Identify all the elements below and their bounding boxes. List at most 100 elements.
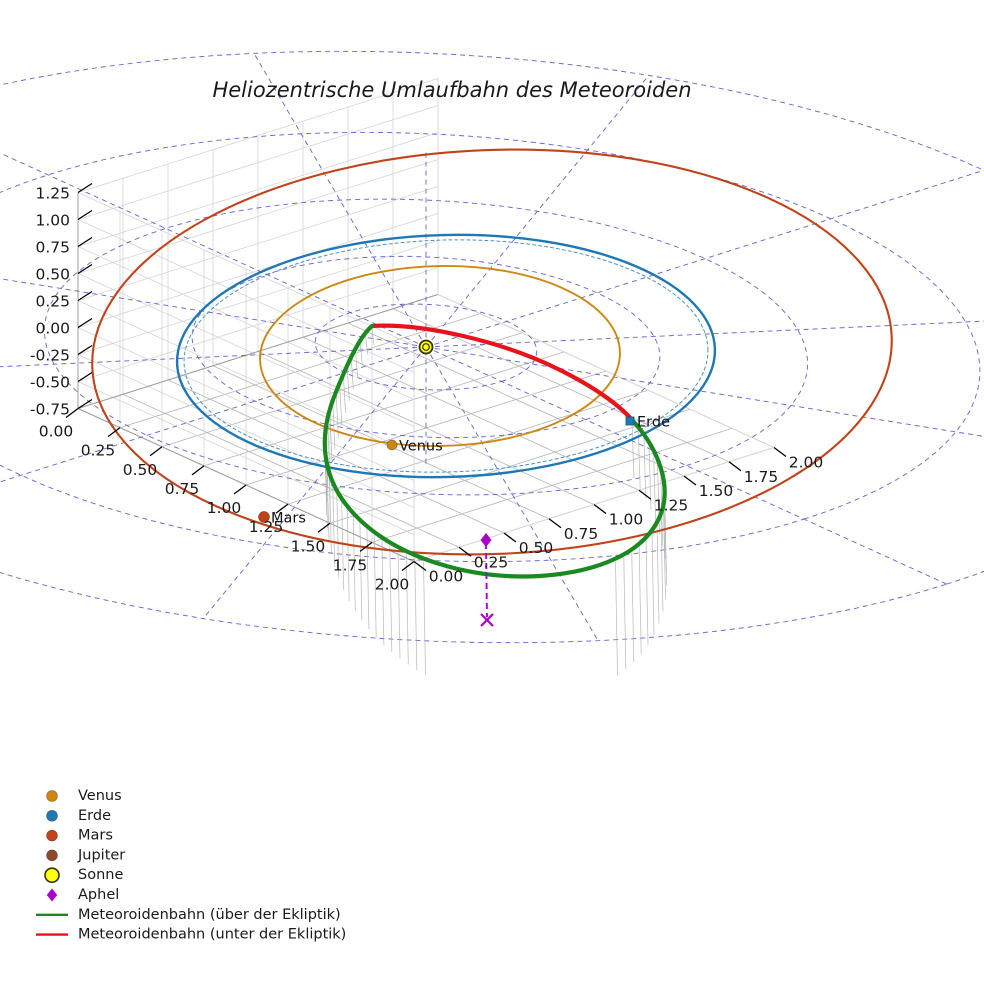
z-axis-tick bbox=[77, 236, 93, 248]
legend-marker-icon bbox=[46, 849, 58, 862]
legend-marker-icon bbox=[46, 809, 58, 822]
y-axis-tick-label: 1.50 bbox=[699, 482, 734, 500]
legend-item-label: Erde bbox=[78, 808, 111, 824]
z-axis-tick-label: 1.25 bbox=[35, 185, 70, 203]
legend-item-label: Meteoroidenbahn (unter der Ekliptik) bbox=[78, 927, 346, 943]
z-axis-tick-label: 0.25 bbox=[35, 293, 70, 311]
x-axis-tick bbox=[191, 465, 205, 476]
label-venus: Venus bbox=[399, 439, 443, 455]
x-axis-tick bbox=[317, 522, 331, 533]
body-markers: Venus Erde Mars bbox=[258, 339, 670, 547]
x-axis-tick-label: 1.75 bbox=[333, 556, 368, 574]
legend-diamond-icon bbox=[46, 888, 58, 902]
x-axis-tick-label: 0.75 bbox=[165, 480, 200, 498]
z-axis-tick bbox=[77, 398, 93, 410]
legend: Venus Erde Mars Jupiter Sonne Aphel Meteoroide… bbox=[36, 788, 346, 943]
legend-item-label: Mars bbox=[78, 828, 113, 844]
legend-item-label: Jupiter bbox=[77, 847, 125, 863]
z-axis-tick bbox=[77, 344, 93, 356]
y-axis-tick bbox=[503, 532, 517, 543]
x-axis-tick-label: 0.25 bbox=[81, 442, 116, 460]
legend-item-meteoroidenbahn[interactable]: Meteoroidenbahn (über der Ekliptik) bbox=[36, 907, 341, 923]
legend-item-label: Aphel bbox=[78, 887, 119, 903]
y-axis-tick bbox=[638, 489, 652, 500]
z-axis-tick bbox=[77, 371, 93, 383]
legend-marker-icon bbox=[44, 867, 60, 884]
label-erde: Erde bbox=[637, 415, 670, 431]
marker-venus: Venus bbox=[386, 439, 443, 455]
y-axis-tick-label: 1.25 bbox=[654, 496, 689, 514]
axis-x: 0.00 0.25 0.50 0.75 1.00 1.25 1.50 1.75 2.00 bbox=[39, 407, 415, 594]
z-axis-tick-label: 0.00 bbox=[35, 320, 70, 338]
orbit-jupiter bbox=[91, 148, 893, 556]
z-axis-tick-label: 1.00 bbox=[35, 212, 70, 230]
y-axis-tick-label: 0.50 bbox=[519, 539, 554, 557]
x-axis-tick-label: 1.50 bbox=[291, 537, 326, 555]
aphel-dropline bbox=[480, 542, 494, 627]
x-axis-tick-label: 2.00 bbox=[375, 576, 410, 594]
z-axis-tick-label: -0.25 bbox=[30, 347, 70, 365]
z-axis-tick bbox=[77, 317, 93, 329]
legend-item-aphel[interactable]: Aphel bbox=[46, 887, 119, 903]
x-axis-tick bbox=[107, 427, 121, 438]
legend-item-label: Meteoroidenbahn (über der Ekliptik) bbox=[78, 907, 341, 923]
x-axis-tick-label: 0.00 bbox=[39, 423, 74, 441]
marker-aphel bbox=[480, 533, 492, 547]
x-axis-tick bbox=[233, 484, 247, 495]
legend-item-sonne[interactable]: Sonne bbox=[44, 867, 123, 884]
ecliptic-polar-grid bbox=[0, 50, 984, 644]
page-title: Heliozentrische Umlaufbahn des Meteoroid… bbox=[212, 78, 691, 102]
y-axis-tick bbox=[458, 546, 472, 557]
meteoroid-orbit bbox=[322, 323, 667, 579]
z-axis-tick-label: 0.75 bbox=[35, 239, 70, 257]
y-axis-tick bbox=[683, 475, 697, 486]
z-axis-tick bbox=[77, 209, 93, 221]
y-axis-tick bbox=[413, 560, 427, 572]
legend-marker-icon bbox=[46, 829, 58, 842]
y-axis-tick bbox=[728, 461, 742, 472]
legend-item-venus[interactable]: Venus bbox=[46, 788, 122, 804]
y-axis-tick-label: 1.75 bbox=[744, 468, 779, 486]
y-axis-tick-label: 0.25 bbox=[474, 553, 509, 571]
z-axis-tick bbox=[77, 263, 93, 275]
x-axis-tick-label: 1.25 bbox=[249, 518, 284, 536]
x-axis-tick bbox=[359, 541, 373, 552]
orbit-stems bbox=[324, 328, 667, 676]
legend-item-label: Venus bbox=[78, 788, 122, 804]
orbit-mars bbox=[175, 233, 717, 479]
z-axis-tick bbox=[77, 290, 93, 302]
legend-item-erde[interactable]: Erde bbox=[46, 808, 112, 824]
y-axis-tick bbox=[548, 518, 562, 529]
x-axis-tick bbox=[275, 503, 289, 514]
label-mars: Mars bbox=[271, 511, 306, 527]
z-axis-tick-label: -0.75 bbox=[30, 401, 70, 419]
x-axis-tick-label: 1.00 bbox=[207, 499, 242, 517]
y-axis-tick-label: 2.00 bbox=[789, 454, 824, 472]
y-axis-tick bbox=[593, 503, 607, 515]
x-axis-tick bbox=[401, 560, 415, 572]
marker-sonne bbox=[418, 339, 434, 355]
marker-mars: Mars bbox=[258, 511, 306, 527]
legend-item-meteoroidenbahn[interactable]: Meteoroidenbahn (unter der Ekliptik) bbox=[36, 927, 346, 943]
z-axis-tick-label: -0.50 bbox=[30, 374, 70, 392]
x-axis-tick bbox=[149, 446, 163, 457]
x-axis-tick-label: 0.50 bbox=[123, 461, 158, 479]
legend-item-mars[interactable]: Mars bbox=[46, 828, 113, 844]
legend-item-label: Sonne bbox=[78, 867, 123, 883]
y-axis-tick-label: 0.75 bbox=[564, 525, 599, 543]
z-axis-tick-label: 0.50 bbox=[35, 266, 70, 284]
aphel-projection-x-marker bbox=[480, 613, 494, 627]
orbit-venus bbox=[259, 264, 621, 448]
x-axis-tick bbox=[65, 407, 79, 419]
marker-erde: Erde bbox=[625, 415, 670, 431]
axis-z: 1.25 1.00 0.75 0.50 0.25 0.00 -0.25 -0.50 -0.75 bbox=[30, 182, 93, 419]
y-axis-tick-label: 0.00 bbox=[429, 568, 464, 586]
y-axis-tick bbox=[773, 446, 787, 458]
legend-item-jupiter[interactable]: Jupiter bbox=[46, 847, 126, 863]
z-axis-tick bbox=[77, 182, 93, 194]
axis-y: 0.00 0.25 0.50 0.75 1.00 1.25 1.50 1.75 2.00 bbox=[413, 446, 824, 586]
legend-marker-icon bbox=[46, 790, 58, 802]
y-axis-tick-label: 1.00 bbox=[609, 511, 644, 529]
